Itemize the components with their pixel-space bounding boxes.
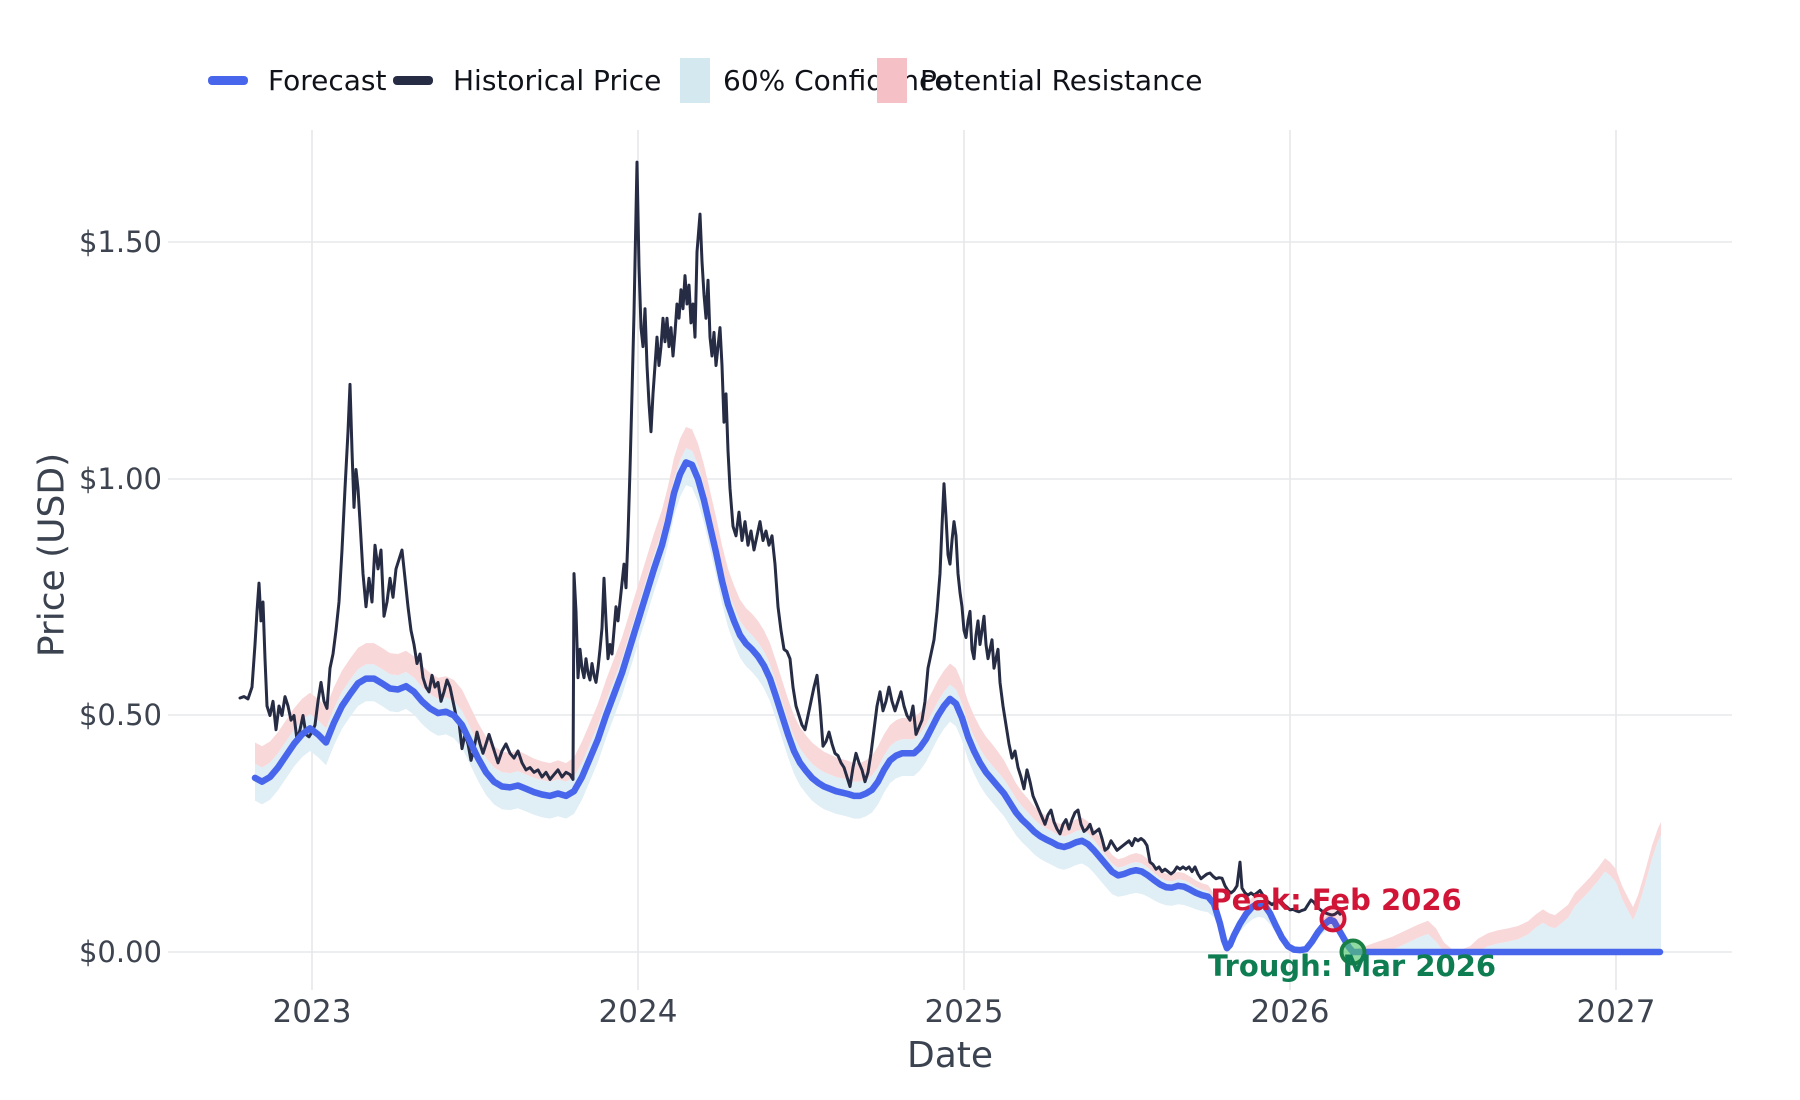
- confidence-band-forecast: [1353, 835, 1661, 952]
- historical-price-line-swatch: [393, 76, 433, 85]
- x-tick-label: 2025: [925, 994, 1004, 1030]
- confidence-band-swatch: [680, 58, 710, 103]
- x-axis-title: Date: [906, 1035, 994, 1076]
- legend-label-confidence: 60% Confidence: [723, 64, 952, 97]
- y-tick-label: $1.00: [79, 462, 162, 496]
- y-tick-label: $0.50: [79, 698, 162, 732]
- legend-label-forecast: Forecast: [268, 64, 387, 97]
- x-tick-label: 2026: [1251, 994, 1330, 1030]
- legend: Forecast Historical Price 60% Confidence…: [0, 0, 1800, 110]
- y-axis-title: Price (USD): [31, 452, 73, 658]
- forecast-line-swatch: [208, 76, 248, 85]
- resistance-band-swatch: [877, 58, 907, 103]
- peak-annotation: Peak: Feb 2026: [1210, 883, 1462, 917]
- trough-marker: [1339, 938, 1367, 966]
- x-tick-label: 2023: [273, 994, 352, 1030]
- y-tick-label: $1.50: [79, 225, 162, 259]
- trough-annotation: Trough: Mar 2026: [1207, 949, 1497, 983]
- forecast-line: [251, 459, 1664, 956]
- x-tick-label: 2027: [1577, 994, 1656, 1030]
- x-tick-label: 2024: [599, 994, 678, 1030]
- legend-label-historical-price: Historical Price: [453, 64, 662, 97]
- legend-label-resistance: Potential Resistance: [920, 64, 1203, 97]
- y-tick-label: $0.00: [79, 935, 162, 969]
- historical-price-line: [238, 160, 1342, 917]
- peak-marker: [1319, 905, 1347, 933]
- resistance-band: [255, 427, 1353, 952]
